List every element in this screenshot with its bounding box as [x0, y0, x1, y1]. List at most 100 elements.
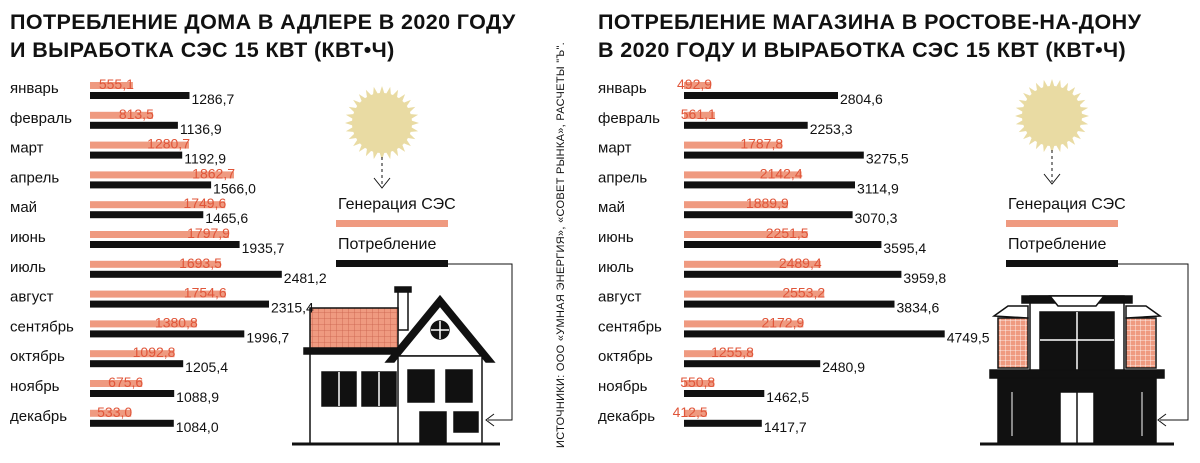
rostov-consumption-value: 2804,6 [840, 91, 883, 107]
legend-generation-label-rostov: Генерация СЭС [1008, 196, 1126, 213]
adler-category-label: март [10, 140, 44, 157]
adler-consumption-value: 1996,7 [246, 329, 289, 345]
bar-chart-rostov: январь 492,9 2804,6 февраль 561,1 2253,3 март 1… [598, 76, 990, 435]
chart-title-rostov-line1: ПОТРЕБЛЕНИЕ МАГАЗИНА В РОСТОВЕ-НА-ДОНУ [598, 10, 1142, 34]
legend-consumption-swatch-adler [336, 260, 448, 267]
adler-category-label: сентябрь [10, 318, 74, 335]
rostov-consumption-value: 2480,9 [822, 359, 865, 375]
rostov-generation-value: 2142,4 [760, 165, 803, 181]
connector-arrowhead-rostov [1157, 413, 1167, 427]
adler-generation-value: 675,6 [108, 374, 143, 390]
adler-consumption-bar [90, 181, 212, 189]
adler-consumption-bar [90, 419, 174, 427]
rostov-generation-value: 492,9 [677, 76, 712, 92]
rostov-category-label: август [598, 289, 642, 306]
rostov-consumption-value: 1417,7 [764, 419, 807, 435]
store-icon [980, 295, 1174, 446]
adler-generation-value: 1380,8 [155, 314, 198, 330]
legend-generation-swatch-adler [336, 220, 448, 227]
connector-arrowhead-adler [485, 413, 495, 427]
adler-consumption-value: 1088,9 [176, 389, 219, 405]
rostov-generation-bar [684, 171, 802, 179]
adler-generation-value: 533,0 [97, 404, 132, 420]
adler-consumption-bar [90, 241, 240, 248]
rostov-consumption-value: 3070,3 [855, 210, 898, 226]
adler-consumption-bar [90, 330, 245, 338]
adler-category-label: январь [10, 80, 59, 97]
adler-category-label: декабрь [10, 408, 67, 425]
adler-generation-value: 1749,6 [183, 195, 226, 211]
sun-arrowhead-rostov [1043, 173, 1061, 185]
rostov-generation-bar [684, 290, 825, 298]
rostov-generation-value: 2489,4 [779, 255, 822, 271]
adler-consumption-value: 1566,0 [213, 180, 256, 196]
adler-generation-value: 1754,6 [184, 285, 227, 301]
rostov-generation-bar [684, 320, 804, 328]
rostov-generation-value: 2172,9 [761, 314, 804, 330]
rostov-consumption-bar [684, 330, 945, 338]
adler-category-label: май [10, 199, 37, 216]
adler-category-label: февраль [10, 110, 72, 127]
adler-generation-bar [90, 231, 229, 238]
adler-generation-bar [90, 260, 221, 268]
rostov-generation-value: 2251,5 [766, 225, 809, 241]
rostov-generation-value: 1889,9 [746, 195, 789, 211]
rostov-category-label: июнь [598, 229, 634, 246]
rostov-generation-value: 561,1 [681, 106, 716, 122]
adler-consumption-bar [90, 390, 175, 397]
rostov-generation-bar [684, 82, 712, 89]
rostov-category-label: май [598, 199, 625, 216]
rostov-consumption-bar [684, 390, 765, 397]
adler-generation-bar [90, 290, 226, 298]
adler-consumption-bar [90, 300, 269, 308]
adler-generation-value: 555,1 [99, 76, 134, 92]
adler-consumption-value: 1136,9 [180, 121, 222, 137]
adler-category-label: июль [10, 259, 46, 276]
rostov-consumption-value: 3959,8 [903, 270, 946, 286]
sun-arrowhead-adler [373, 177, 391, 189]
rostov-generation-value: 1255,8 [711, 344, 754, 360]
chart-title-adler: ПОТРЕБЛЕНИЕ ДОМА В АДЛЕРЕ В 2020 ГОДУ И … [10, 8, 516, 64]
adler-consumption-value: 1286,7 [191, 91, 234, 107]
bar-chart-adler: январь 555,1 1286,7 февраль 813,5 1136,9 март 1… [10, 76, 327, 435]
adler-consumption-value: 1205,4 [185, 359, 228, 375]
adler-generation-value: 1862,7 [192, 165, 235, 181]
adler-category-label: июнь [10, 229, 46, 246]
rostov-generation-bar [684, 409, 707, 417]
rostov-consumption-bar [684, 300, 895, 308]
rostov-generation-bar [684, 350, 753, 358]
rostov-consumption-value: 1462,5 [766, 389, 809, 405]
adler-consumption-bar [90, 360, 184, 368]
rostov-consumption-bar [684, 121, 808, 129]
adler-category-label: ноябрь [10, 378, 60, 395]
chart-title-rostov: ПОТРЕБЛЕНИЕ МАГАЗИНА В РОСТОВЕ-НА-ДОНУ В… [598, 8, 1141, 64]
rostov-generation-value: 1787,8 [740, 136, 783, 152]
house-icon [292, 286, 500, 446]
adler-consumption-value: 1935,7 [242, 240, 285, 256]
adler-consumption-value: 2481,2 [284, 270, 327, 286]
rostov-generation-bar [684, 380, 715, 387]
adler-generation-value: 1797,9 [187, 225, 230, 241]
rostov-category-label: сентябрь [598, 318, 662, 335]
rostov-consumption-bar [684, 92, 838, 99]
rostov-category-label: январь [598, 80, 647, 97]
adler-generation-value: 1693,5 [179, 255, 222, 271]
legend-consumption-label-rostov: Потребление [1008, 236, 1107, 253]
adler-generation-bar [90, 141, 189, 149]
rostov-consumption-value: 3275,5 [866, 151, 909, 167]
chart-title-rostov-line2: В 2020 ГОДУ И ВЫРАБОТКА СЭС 15 КВТ (КВТ•… [598, 38, 1127, 62]
adler-generation-value: 1280,7 [147, 136, 190, 152]
rostov-category-label: ноябрь [598, 378, 648, 395]
rostov-consumption-bar [684, 241, 882, 248]
rostov-generation-value: 412,5 [673, 404, 708, 420]
rostov-consumption-bar [684, 151, 864, 159]
rostov-category-label: декабрь [598, 408, 655, 425]
adler-generation-bar [90, 82, 133, 89]
rostov-generation-bar [684, 111, 715, 119]
sun-icon-rostov [1015, 79, 1089, 153]
adler-consumption-bar [90, 121, 178, 129]
legend-consumption-label-adler: Потребление [338, 236, 437, 253]
rostov-category-label: апрель [598, 169, 647, 186]
connector-adler [448, 263, 513, 421]
adler-category-label: октябрь [10, 348, 65, 365]
